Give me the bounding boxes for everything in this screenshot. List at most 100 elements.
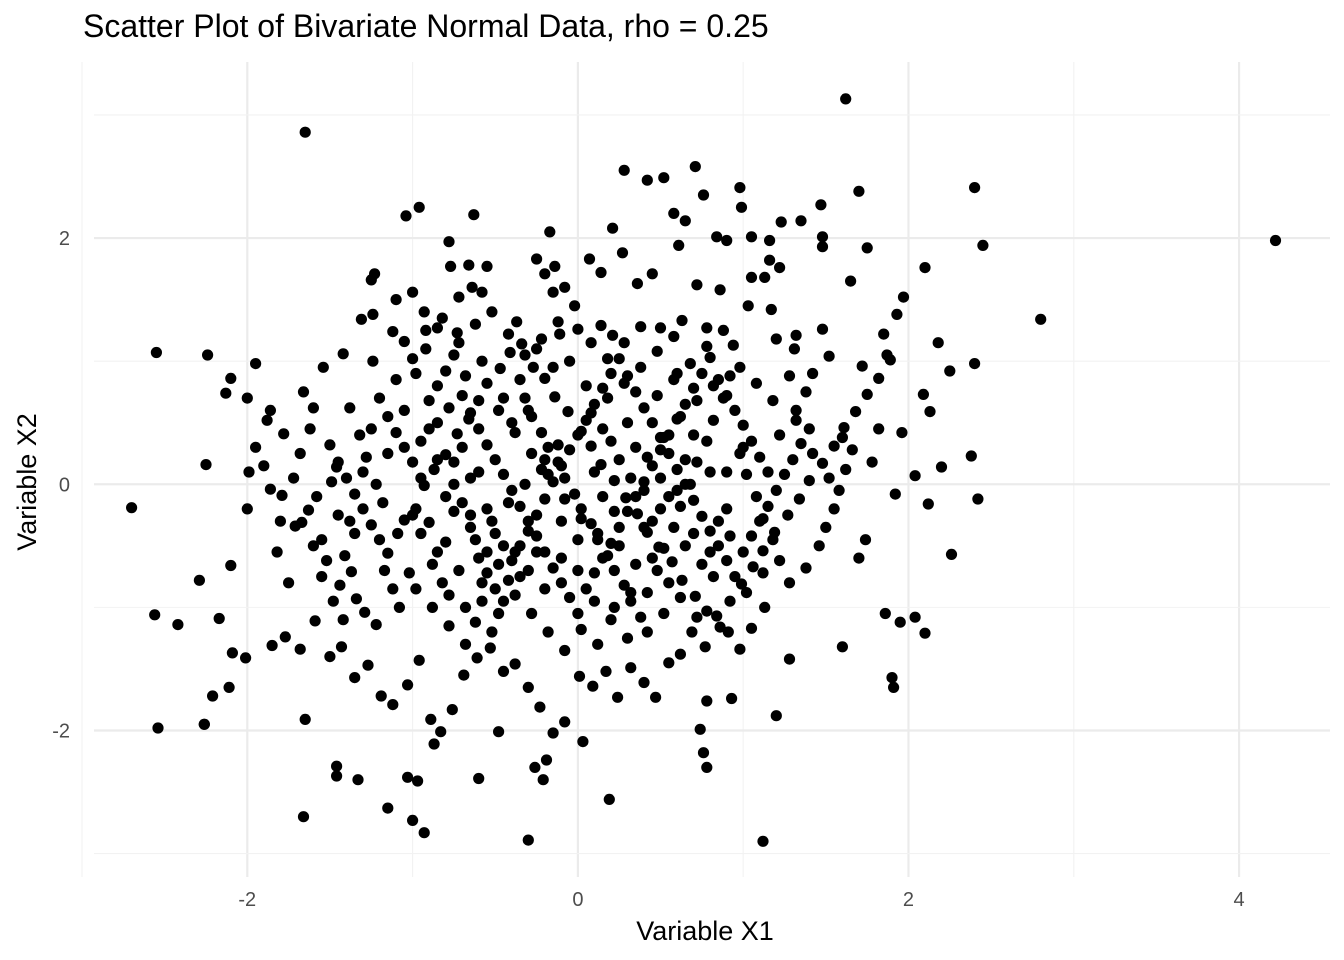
scatter-point	[641, 626, 653, 638]
scatter-point	[473, 466, 485, 478]
scatter-point	[646, 515, 658, 527]
scatter-point	[701, 322, 713, 334]
scatter-point	[714, 284, 726, 296]
scatter-point	[250, 358, 262, 370]
scatter-point	[334, 579, 346, 591]
scatter-point	[506, 484, 518, 496]
scatter-point	[506, 555, 518, 567]
scatter-point	[226, 647, 238, 659]
scatter-point	[522, 404, 534, 416]
scatter-point	[646, 460, 658, 472]
scatter-point	[891, 308, 903, 320]
scatter-point	[671, 484, 683, 496]
scatter-point	[476, 286, 488, 298]
scatter-point	[464, 521, 477, 534]
scatter-point	[607, 222, 619, 234]
scatter-point	[697, 189, 710, 201]
scatter-point	[856, 360, 868, 372]
scatter-point	[307, 540, 319, 552]
scatter-point	[658, 607, 670, 620]
scatter-point	[608, 475, 620, 487]
scatter-point	[240, 652, 252, 664]
scatter-point	[666, 556, 678, 568]
scatter-point	[1269, 234, 1282, 247]
scatter-point	[225, 559, 237, 572]
scatter-point	[509, 427, 521, 439]
scatter-point	[569, 488, 581, 500]
scatter-point	[311, 491, 323, 503]
scatter-point	[243, 466, 255, 478]
scatter-point	[213, 612, 225, 625]
scatter-point	[782, 509, 794, 521]
scatter-point	[861, 388, 873, 400]
scatter-point	[373, 392, 386, 404]
scatter-point	[407, 814, 419, 827]
scatter-point	[759, 601, 771, 614]
scatter-point	[635, 611, 647, 623]
scatter-point	[407, 456, 419, 468]
scatter-point	[497, 540, 510, 552]
y-tick-label: -2	[52, 720, 70, 742]
scatter-point	[458, 669, 470, 681]
scatter-point	[494, 362, 506, 375]
scatter-point	[686, 626, 698, 638]
scatter-point	[451, 327, 463, 339]
scatter-point	[448, 478, 460, 490]
scatter-point	[620, 492, 632, 504]
scatter-point	[625, 472, 637, 484]
scatter-point	[539, 493, 551, 505]
scatter-point	[572, 607, 584, 620]
scatter-point	[577, 736, 589, 748]
scatter-point	[888, 681, 900, 694]
scatter-point	[750, 491, 763, 503]
scatter-point	[382, 802, 394, 814]
scatter-point	[519, 349, 531, 361]
scatter-point	[198, 718, 210, 730]
scatter-point	[800, 386, 812, 398]
scatter-point	[220, 387, 232, 399]
scatter-point	[497, 392, 510, 404]
x-tick-label: -2	[238, 889, 256, 911]
scatter-point	[547, 286, 559, 298]
scatter-point	[326, 476, 338, 488]
x-tick-label: 0	[572, 889, 583, 911]
scatter-point	[828, 503, 840, 515]
scatter-point	[413, 654, 425, 666]
scatter-point	[820, 521, 832, 534]
scatter-point	[924, 406, 936, 418]
scatter-point	[646, 268, 658, 280]
scatter-point	[580, 380, 592, 392]
scatter-point	[711, 610, 723, 622]
scatter-point	[572, 534, 584, 546]
scatter-point	[299, 713, 311, 726]
scatter-point	[651, 564, 663, 577]
scatter-point	[202, 349, 214, 361]
scatter-point	[674, 648, 687, 660]
x-axis-title: Variable X1	[636, 916, 774, 946]
scatter-point	[547, 361, 559, 373]
scatter-point	[836, 431, 849, 444]
scatter-point	[537, 774, 549, 786]
scatter-point	[759, 271, 771, 283]
scatter-point	[370, 478, 382, 490]
scatter-point	[757, 567, 769, 579]
scatter-point	[435, 726, 447, 738]
scatter-point	[471, 652, 483, 664]
scatter-point	[701, 605, 713, 617]
scatter-point	[734, 361, 746, 373]
scatter-point	[588, 567, 601, 579]
scatter-point	[355, 313, 367, 325]
scatter-point	[456, 441, 468, 453]
scatter-point	[861, 242, 873, 254]
scatter-point	[522, 564, 534, 577]
scatter-point	[359, 606, 371, 618]
data-points	[126, 93, 1282, 847]
scatter-point	[616, 247, 629, 259]
scatter-point	[790, 414, 802, 426]
scatter-point	[803, 423, 815, 435]
scatter-point	[917, 388, 930, 400]
scatter-point	[468, 209, 480, 221]
scatter-point	[367, 355, 379, 367]
scatter-point	[403, 567, 415, 579]
scatter-point	[509, 658, 521, 670]
